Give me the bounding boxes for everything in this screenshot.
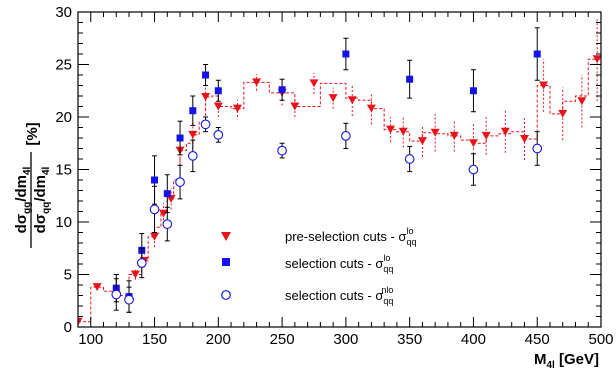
pre-selection-point [213, 102, 223, 111]
selection-nlo-point [124, 294, 134, 305]
y-axis-denominator: dσqq/dm4l [32, 166, 52, 233]
x-axis-title: M4l [GeV] [534, 351, 599, 370]
pre-selection-point [347, 96, 357, 105]
x-tick-label: 250 [270, 331, 295, 348]
selection-nlo-point [341, 131, 351, 141]
y-tick-label: 5 [64, 267, 72, 284]
pre-selection-point [150, 232, 160, 241]
legend-item-pre-selection: pre-selection cuts - σqqlo [221, 226, 416, 247]
selection-lo-point [214, 87, 222, 95]
x-tick-label: 400 [461, 331, 486, 348]
pre-selection-point [539, 81, 549, 90]
x-tick-label: 100 [78, 331, 103, 348]
pre-selection-point [592, 55, 601, 64]
pre-selection-point [158, 209, 168, 218]
selection-lo-point [469, 87, 477, 95]
y-tick-label: 25 [55, 57, 72, 74]
x-tick-label: 150 [142, 331, 167, 348]
selection-lo-point [342, 50, 350, 58]
selection-lo-point [278, 86, 286, 94]
x-tick-label: 350 [397, 331, 422, 348]
selection-nlo-point [277, 145, 287, 156]
legend-marker-square [222, 258, 230, 266]
selection-nlo-point [162, 219, 173, 229]
selection-nlo-point [468, 164, 479, 175]
pre-selection-point [290, 102, 300, 111]
pre-selection-point [92, 283, 102, 292]
selection-lo-point [189, 107, 197, 115]
pre-selection-point [398, 127, 408, 136]
selection-nlo-point [175, 177, 185, 187]
pre-selection-point [78, 317, 83, 326]
pre-selection-point [449, 131, 459, 140]
legend-item-selection-lo: selection cuts - σqqlo [222, 253, 393, 274]
pre-selection-point [252, 78, 262, 87]
selection-nlo-point [111, 289, 122, 300]
x-tick-label: 200 [206, 331, 231, 348]
selection-lo-point [163, 190, 171, 198]
selection-nlo-point [532, 143, 543, 154]
pre-selection-point [577, 97, 587, 106]
selection-nlo-point [149, 204, 160, 215]
pre-selection-point [500, 127, 510, 136]
y-axis-unit: [%] [24, 122, 41, 145]
pre-selection-point [201, 93, 211, 102]
selection-nlo-point [404, 154, 415, 164]
selection-lo-point [533, 50, 541, 58]
y-tick-label: 0 [64, 319, 72, 336]
legend-label-pre-selection: pre-selection cuts - σqqlo [285, 226, 416, 247]
pre-selection-histogram [78, 58, 601, 323]
legend: pre-selection cuts - σqqlo selection cut… [221, 226, 416, 306]
pre-selection-point [558, 109, 568, 118]
legend-label-selection-nlo: selection cuts - σqqnlo [285, 285, 393, 306]
pre-selection-point [417, 137, 427, 146]
selection-nlo-point [136, 258, 147, 268]
y-tick-label: 10 [55, 214, 72, 231]
legend-label-selection-lo: selection cuts - σqqlo [285, 253, 393, 274]
axis-ticks: 100 150 200 250 300 350 400 450 500 0 5 10 15 20 25 30 [55, 4, 613, 348]
pre-selection-point [232, 104, 242, 113]
y-tick-label: 30 [55, 4, 72, 21]
selection-lo-point [176, 134, 184, 142]
plot-area [78, 17, 601, 326]
pre-selection-point [519, 135, 529, 144]
selection-lo-point [202, 71, 210, 79]
pre-selection-point [430, 128, 440, 137]
legend-marker-triangle [221, 232, 231, 241]
pre-selection-point [309, 79, 319, 88]
pre-selection-point [366, 104, 376, 113]
pre-selection-point [328, 94, 338, 103]
pre-selection-point [386, 125, 396, 134]
pre-selection-point [188, 130, 198, 139]
selection-lo-point [406, 75, 414, 83]
legend-marker-circle [221, 290, 231, 300]
x-tick-label: 500 [588, 331, 613, 348]
plot-content [78, 17, 601, 326]
legend-item-selection-nlo: selection cuts - σqqnlo [221, 285, 393, 306]
pre-selection-point [481, 131, 491, 140]
x-tick-label: 300 [333, 331, 358, 348]
y-tick-label: 20 [55, 109, 72, 126]
selection-nlo-point [187, 151, 198, 161]
pre-selection-point [468, 139, 478, 148]
y-axis-title: dσgg/dm4l dσqq/dm4l [%] [13, 122, 52, 248]
y-axis-numerator: dσgg/dm4l [13, 166, 33, 233]
pre-selection-point [130, 270, 140, 279]
y-tick-label: 15 [55, 162, 72, 179]
series-sel_nlo [111, 116, 543, 313]
selection-nlo-point [200, 119, 211, 130]
selection-nlo-point [213, 130, 224, 140]
x-tick-label: 450 [525, 331, 550, 348]
selection-lo-point [151, 176, 159, 184]
